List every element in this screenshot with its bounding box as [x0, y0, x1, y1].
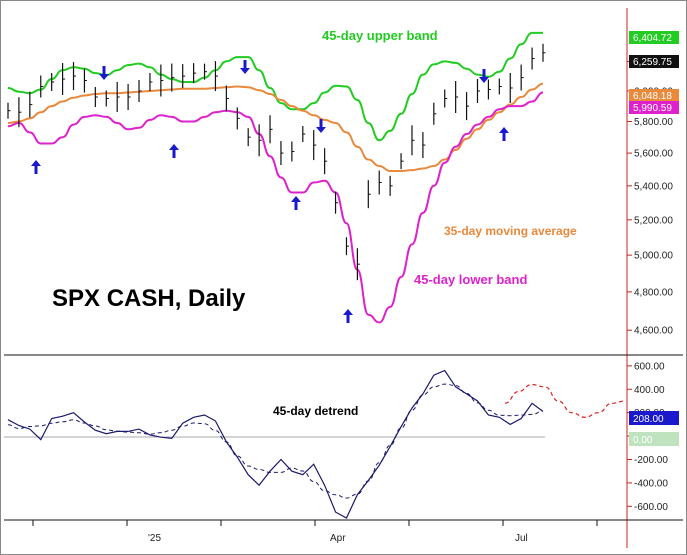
x-tick-25: '25: [148, 533, 161, 544]
up-arrow-icon: [169, 144, 179, 158]
tag-lower-text: 5,990.59: [633, 103, 672, 114]
detrend-y-tick-label: -600.00: [634, 502, 668, 513]
up-arrow-icon: [291, 196, 301, 210]
tag-lower: 5,990.59: [629, 101, 679, 114]
down-arrow-icon: [99, 66, 109, 80]
up-arrow-icon: [31, 160, 41, 174]
tag-zero-text: 0.00: [633, 435, 653, 446]
down-arrow-icon: [316, 119, 326, 133]
detrend-y-tick-label: 600.00: [634, 361, 665, 372]
price-y-tick-label: 5,000.00: [634, 251, 673, 262]
detrend-y-tick-label: -200.00: [634, 455, 668, 466]
series-line-2: [7, 91, 544, 324]
down-arrow-icon: [240, 60, 250, 74]
up-arrow-icon: [343, 309, 353, 323]
price-y-tick-label: 5,400.00: [634, 181, 673, 192]
down-arrow-icon: [479, 69, 489, 83]
projection-line: [504, 383, 626, 418]
lower-band-label: 45-day lower band: [414, 272, 527, 287]
tag-detrend: 208.00: [629, 411, 679, 425]
moving-average-label: 35-day moving average: [444, 224, 577, 238]
price-series-group: [7, 31, 546, 324]
x-tick-apr: Apr: [330, 533, 346, 544]
detrend-y-tick-label: -400.00: [634, 478, 668, 489]
price-y-tick-label: 4,800.00: [634, 287, 673, 298]
tag-zero: 0.00: [629, 432, 679, 446]
tag-detrend-text: 208.00: [633, 414, 664, 425]
chart-title: SPX CASH, Daily: [52, 285, 246, 312]
detrend-series-group: [7, 369, 626, 519]
tag-ma: 6,048.18: [629, 89, 679, 102]
series-line-1: [7, 82, 544, 173]
arrow-markers: [31, 60, 509, 323]
price-y-tick-label: 5,800.00: [634, 117, 673, 128]
tag-ma-text: 6,048.18: [633, 91, 672, 102]
detrend-smoothed-line: [7, 383, 544, 499]
detrend-label: 45-day detrend: [273, 404, 358, 418]
price-y-tick-label: 5,200.00: [634, 215, 673, 226]
tag-upper-text: 6,404.72: [633, 33, 672, 44]
up-arrow-icon: [499, 127, 509, 141]
detrend-y-tick-label: 400.00: [634, 385, 665, 396]
detrend-line: [7, 369, 544, 519]
tag-upper: 6,404.72: [629, 31, 679, 44]
tag-last-text: 6,259.75: [633, 57, 672, 68]
upper-band-label: 45-day upper band: [322, 28, 438, 43]
price-y-tick-label: 5,600.00: [634, 149, 673, 160]
series-line-0: [7, 31, 543, 142]
x-tick-jul: Jul: [515, 533, 528, 544]
tag-last: 6,259.75: [629, 55, 679, 68]
price-y-tick-label: 4,600.00: [634, 326, 673, 337]
